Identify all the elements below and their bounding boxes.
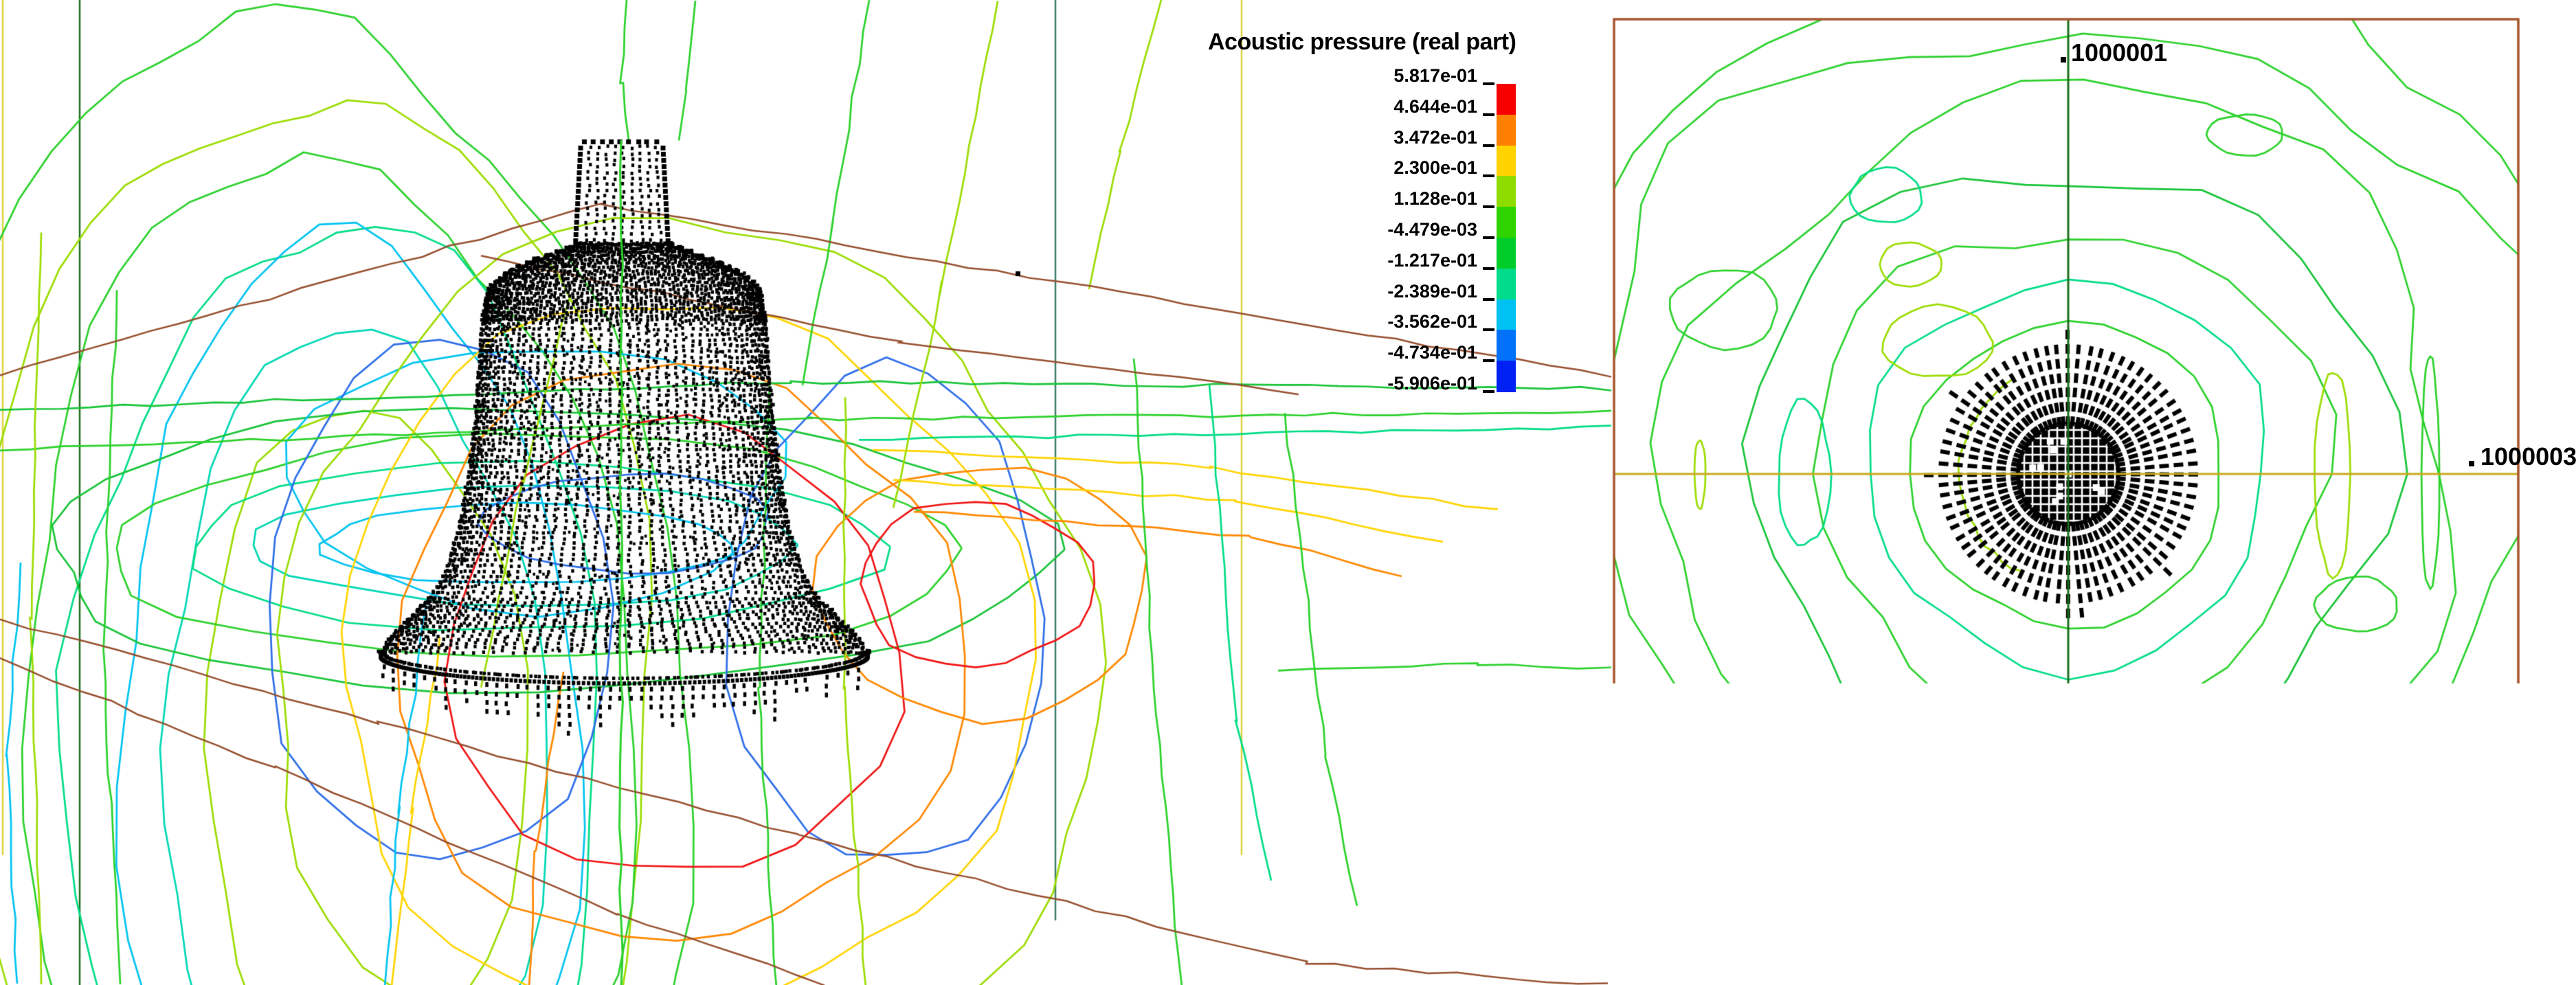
legend-value: -4.479e-03 (1387, 219, 1477, 240)
legend-value: -5.906e-01 (1387, 373, 1477, 394)
legend-value: -2.389e-01 (1387, 280, 1477, 302)
legend-value: -3.562e-01 (1387, 311, 1477, 332)
legend-tick (1483, 297, 1494, 301)
node-label-1000001: 1000001 (2071, 38, 2168, 67)
legend-value: 1.128e-01 (1393, 188, 1477, 210)
legend-color-swatch (1497, 361, 1516, 392)
legend-tick (1483, 174, 1494, 178)
legend-value: 3.472e-01 (1393, 126, 1477, 148)
legend-tick (1483, 144, 1494, 147)
left-3d-viewport[interactable] (0, 0, 1613, 985)
legend-tick (1483, 267, 1494, 270)
legend-color-swatch (1497, 145, 1516, 177)
legend-tick (1483, 390, 1494, 393)
legend-tick (1483, 359, 1494, 363)
node-marker-icon (2469, 461, 2474, 466)
legend-value: 4.644e-01 (1393, 95, 1477, 117)
legend-title: Acoustic pressure (real part) (1208, 29, 1516, 55)
legend-value: 5.817e-01 (1393, 65, 1477, 86)
node-marker-icon (2061, 57, 2066, 63)
legend-color-swatch (1497, 207, 1516, 238)
legend-color-swatch (1497, 299, 1516, 330)
legend-tick (1483, 82, 1494, 85)
legend-value: -1.217e-01 (1387, 249, 1477, 271)
legend-color-swatch (1497, 238, 1516, 269)
legend-tick (1483, 236, 1494, 239)
legend-color-swatch (1497, 268, 1516, 300)
right-topview-viewport[interactable] (1614, 19, 2518, 683)
legend-color-swatch (1497, 114, 1516, 146)
legend-color-swatch (1497, 176, 1516, 207)
legend-value: 2.300e-01 (1393, 157, 1477, 179)
node-label-1000003: 1000003 (2480, 442, 2576, 471)
legend-value: -4.734e-01 (1387, 342, 1477, 363)
legend-color-swatch (1497, 330, 1516, 361)
legend-color-swatch (1497, 84, 1516, 115)
legend-tick (1483, 328, 1494, 332)
legend-tick (1483, 205, 1494, 209)
legend-tick (1483, 113, 1494, 116)
